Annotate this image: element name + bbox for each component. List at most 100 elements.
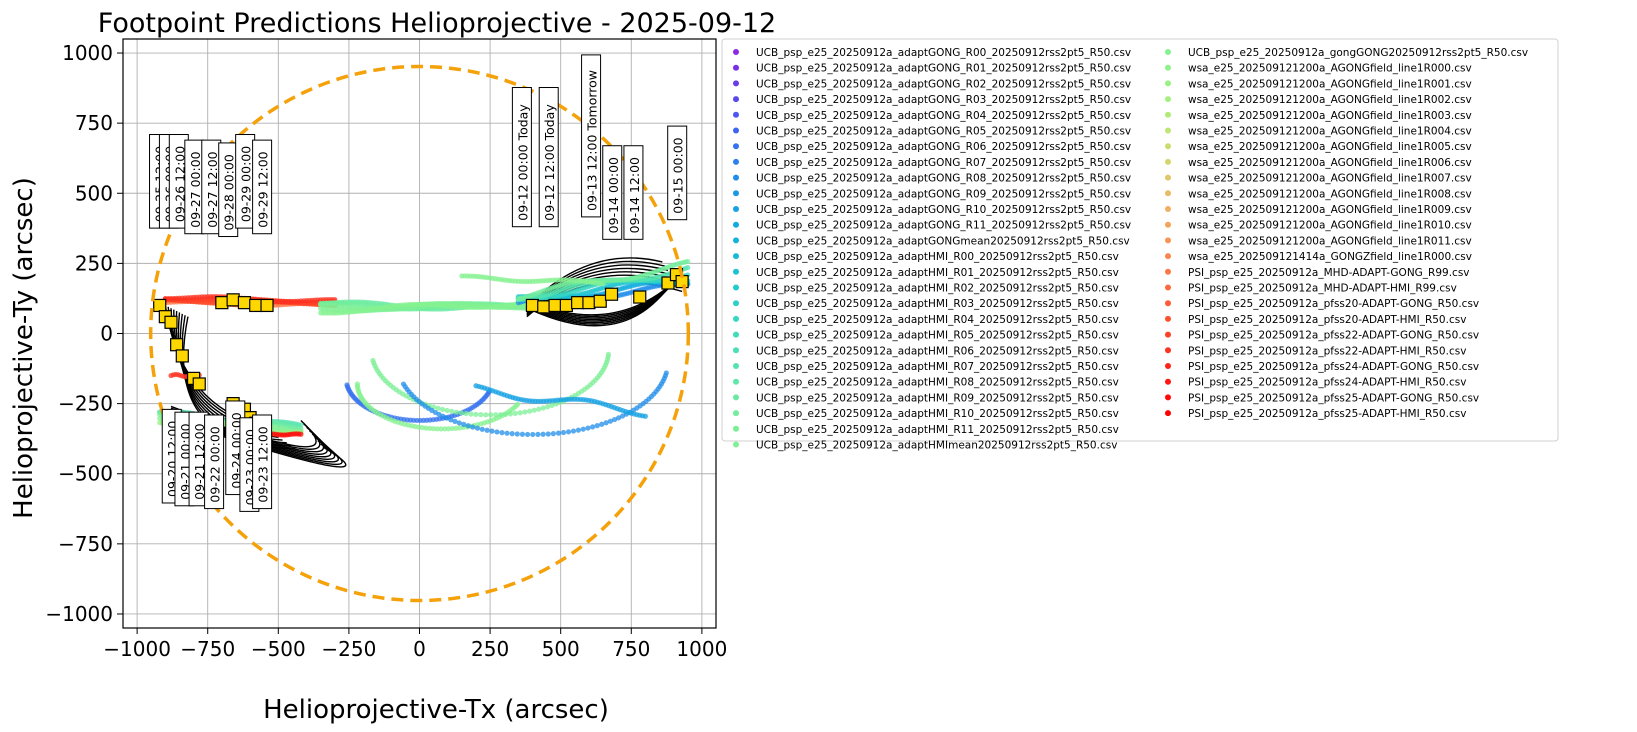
x-tick-label: 250	[471, 637, 509, 661]
footpoint-marker	[559, 298, 573, 313]
legend-marker	[1165, 127, 1171, 134]
date-label: 09-27 12:00	[201, 139, 222, 235]
y-tick-label: 750	[75, 111, 113, 135]
legend-entry-label: wsa_e25_202509121200a_AGONGfield_line1R0…	[1188, 235, 1472, 247]
scatter-point	[435, 405, 441, 411]
legend-marker	[733, 425, 739, 432]
date-labels: 09-12 00:00 Today 09-12 12:00 Today 09-13 …	[149, 54, 688, 512]
legend-entry-label: wsa_e25_202509121200a_AGONGfield_line1R0…	[1188, 157, 1472, 169]
date-label-text: 09-23 12:00	[256, 426, 271, 502]
footpoint-marker	[175, 349, 189, 363]
footpoint-marker	[249, 298, 263, 313]
date-label-box	[204, 414, 225, 510]
legend-marker	[733, 284, 739, 291]
scatter-point	[549, 402, 555, 408]
legend-entry-label: UCB_psp_e25_20250912a_adaptHMI_R00_20250…	[756, 251, 1119, 263]
scatter-point	[540, 405, 546, 411]
scatter-point	[514, 401, 521, 407]
legend-entry-label: wsa_e25_202509121200a_AGONGfield_line1R0…	[1188, 173, 1472, 185]
date-label-text: 09-27 12:00	[205, 151, 220, 227]
legend-marker	[733, 394, 739, 401]
scatter-point	[489, 428, 495, 434]
legend-marker	[1165, 49, 1171, 55]
y-tick-label: −250	[58, 392, 113, 416]
scatter-point	[449, 408, 455, 414]
legend-entry-label: UCB_psp_e25_20250912a_adaptHMI_R05_20250…	[756, 330, 1119, 342]
date-label: 09-14 00:00	[602, 145, 623, 240]
scatter-point	[440, 406, 446, 413]
legend-marker	[733, 347, 739, 354]
date-label: 09-12 00:00 Today	[511, 87, 532, 228]
legend-marker	[733, 253, 739, 260]
legend-marker	[1165, 80, 1171, 87]
legend-marker	[733, 174, 739, 181]
date-label: 09-28 00:00	[218, 142, 239, 238]
scatter-point	[526, 408, 533, 414]
legend-marker	[1165, 315, 1171, 322]
scatter-point	[580, 426, 586, 432]
date-label-text: 09-27 00:00	[188, 151, 203, 227]
legend-entry-label: UCB_psp_e25_20250912a_adaptGONG_R05_2025…	[756, 126, 1131, 138]
date-label: 09-26 12:00	[168, 134, 189, 229]
date-label-box	[602, 145, 623, 240]
scatter-point	[531, 407, 537, 413]
date-label: 09-21 12:00	[188, 411, 209, 507]
legend-entry-label: wsa_e25_202509121200a_AGONGfield_line1R0…	[1188, 110, 1472, 122]
x-tick-label: −750	[180, 637, 235, 661]
legend-entry-label: UCB_psp_e25_20250912a_adaptHMI_R04_20250…	[756, 314, 1119, 326]
legend-marker	[733, 378, 739, 385]
legend-marker	[733, 221, 739, 228]
legend-marker	[1165, 64, 1171, 71]
footpoint-marker	[604, 287, 619, 301]
legend-entry-label: PSI_psp_e25_20250912a_pfss25-ADAPT-GONG_…	[1188, 392, 1479, 404]
x-tick-label: 0	[413, 637, 426, 661]
legend-entry-label: UCB_psp_e25_20250912a_adaptGONG_R04_2025…	[756, 110, 1131, 122]
legend-marker	[1165, 378, 1171, 385]
date-label-box	[667, 125, 688, 221]
scatter-point	[642, 413, 649, 419]
legend-entry-label: UCB_psp_e25_20250912a_adaptGONG_R03_2025…	[756, 94, 1131, 106]
legend-entry-label: PSI_psp_e25_20250912a_pfss20-ADAPT-HMI_R…	[1188, 314, 1466, 326]
scatter-point	[494, 429, 500, 435]
scatter-point	[470, 424, 476, 430]
date-label-text: 09-12 00:00 Today	[515, 104, 530, 221]
legend-entry-label: PSI_psp_e25_20250912a_MHD-ADAPT-GONG_R99…	[1188, 267, 1470, 279]
scatter-point	[458, 410, 464, 416]
date-label: 09-13 12:00 Tomorrow	[581, 54, 602, 218]
y-tick-label: 250	[75, 251, 113, 275]
legend-marker	[733, 363, 739, 369]
legend-entry-label: UCB_psp_e25_20250912a_adaptGONG_R06_2025…	[756, 141, 1131, 153]
scatter-point	[603, 420, 609, 426]
x-axis-label: Helioprojective-Tx (arcsec)	[263, 695, 609, 725]
date-label-text: 09-29 00:00	[239, 146, 254, 222]
scatter-point	[483, 412, 489, 418]
x-tick-label: −500	[251, 637, 306, 661]
legend-marker	[1165, 253, 1171, 260]
date-label-text: 09-28 00:00	[222, 154, 237, 230]
legend-marker	[1165, 410, 1171, 417]
legend-marker	[733, 49, 739, 55]
scatter-point	[524, 431, 531, 438]
scatter-point	[442, 426, 448, 432]
legend-entry-label: UCB_psp_e25_20250912a_adaptHMI_R08_20250…	[756, 377, 1119, 389]
legend-entry-label: UCB_psp_e25_20250912a_gongGONG20250912rs…	[1188, 47, 1528, 59]
y-axis-label: Helioprojective-Ty (arcsec)	[9, 177, 39, 519]
scatter-point	[448, 417, 454, 423]
scatter-point	[456, 420, 462, 426]
footpoint-marker	[192, 377, 206, 391]
scatter-point	[685, 258, 691, 265]
date-label-text: 09-13 12:00 Tomorrow	[585, 70, 600, 211]
date-label-box	[538, 87, 559, 228]
scatter-point	[465, 423, 471, 429]
legend-entry-label: UCB_psp_e25_20250912a_adaptHMI_R02_20250…	[756, 283, 1119, 295]
legend-entry-label: wsa_e25_202509121200a_AGONGfield_line1R0…	[1188, 220, 1472, 232]
legend-marker	[733, 158, 739, 165]
date-label-text: 09-29 12:00	[256, 151, 271, 227]
scatter-point	[545, 404, 551, 410]
legend-entry-label: wsa_e25_202509121200a_AGONGfield_line1R0…	[1188, 126, 1472, 138]
x-tick-label: −250	[321, 637, 376, 661]
date-label-box	[623, 145, 644, 240]
legend-marker	[1165, 268, 1171, 275]
scatter-point	[607, 418, 613, 424]
legend-marker	[733, 300, 739, 307]
